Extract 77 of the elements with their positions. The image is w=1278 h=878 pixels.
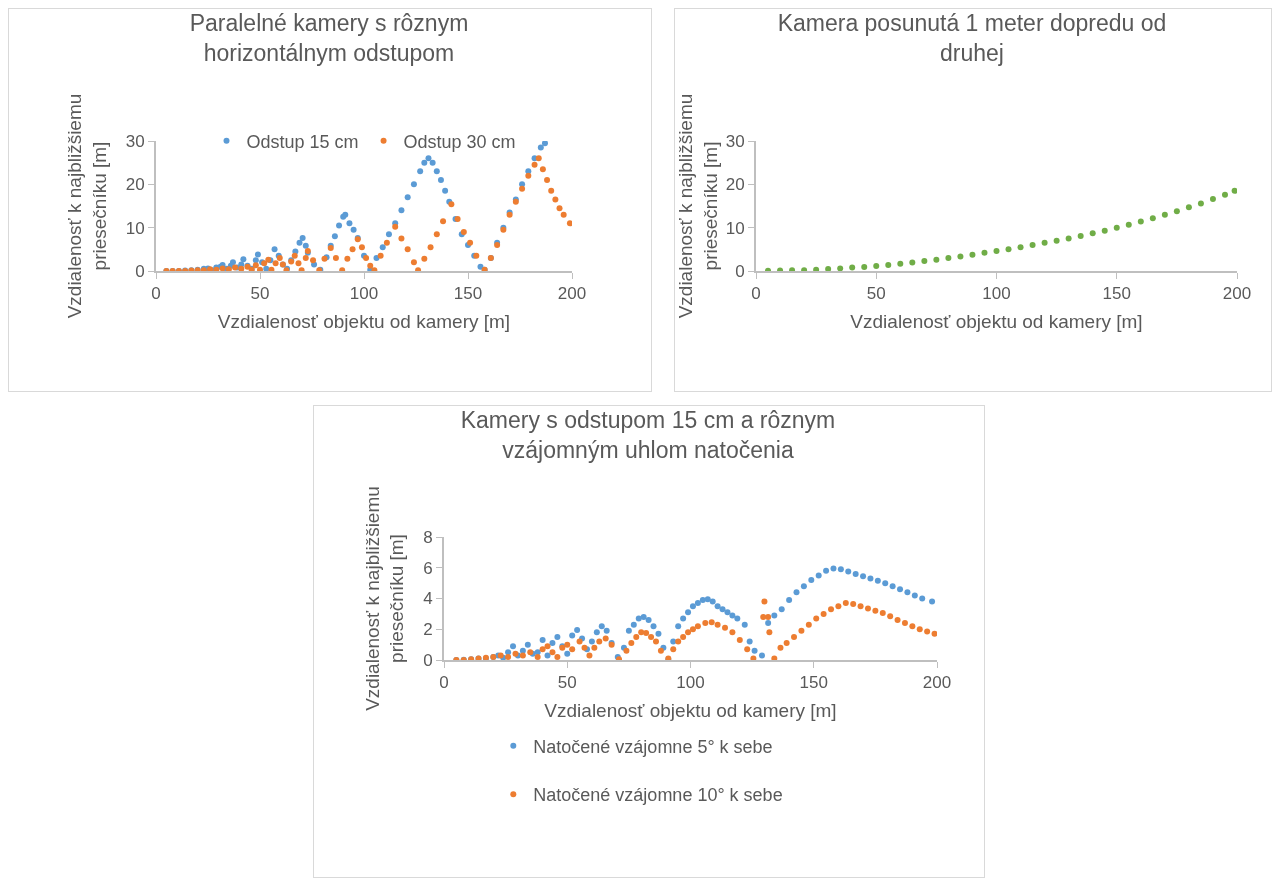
y-tick-label: 8 [423, 527, 433, 547]
point [837, 265, 844, 271]
y-tick-label: 0 [135, 261, 145, 281]
x-tick-label: 200 [1222, 284, 1252, 304]
x-tick-label: 50 [866, 284, 886, 304]
point [933, 256, 940, 263]
point [909, 259, 916, 266]
x-axis-title: Vzdialenosť objektu od kamery [m] [217, 310, 511, 332]
y-tick-label: 20 [725, 175, 745, 195]
point [1113, 224, 1120, 231]
point [885, 261, 892, 268]
point [1209, 196, 1216, 203]
y-axis-title: Vzdialenosť k najbližšiemu priesečníku [m] [675, 93, 721, 319]
x-tick-label: 150 [799, 673, 828, 693]
point [897, 260, 904, 267]
y-tick-label: 10 [125, 218, 145, 238]
point [993, 248, 1000, 255]
point [1065, 235, 1072, 242]
y-tick-label: 30 [125, 131, 145, 151]
point [1173, 208, 1180, 215]
y-tick-label: 2 [423, 620, 433, 640]
x-tick-label: 50 [557, 673, 577, 693]
point [825, 266, 832, 271]
legend-label: Natočené vzájomne 5° k sebe [533, 736, 773, 757]
point [1221, 191, 1228, 198]
chart-title: Paralelné kamery s rôznym horizontálnym odstupom [189, 9, 469, 66]
point [813, 266, 820, 271]
x-tick-label: 0 [439, 673, 449, 693]
y-tick-label: 30 [725, 131, 745, 151]
y-tick-label: 0 [423, 650, 433, 670]
point [1077, 232, 1084, 239]
x-tick-label: 50 [250, 284, 270, 304]
x-tick-label: 100 [982, 284, 1011, 304]
point [1053, 237, 1060, 244]
point [921, 258, 928, 265]
point [1197, 200, 1204, 207]
legend-label: Odstup 30 cm [403, 131, 516, 152]
point [873, 263, 880, 270]
point [1161, 211, 1168, 218]
y-axis-title: Vzdialenosť k najbližšiemu priesečníku [m] [64, 93, 111, 319]
point [1101, 227, 1108, 234]
chart-title: Kamery s odstupom 15 cm a rôznym vzájomným uhlom natočenia [460, 406, 836, 463]
point [1185, 204, 1192, 211]
point [945, 255, 952, 261]
y-tick-label: 6 [423, 558, 433, 578]
x-tick-label: 100 [349, 284, 379, 304]
x-tick-label: 200 [922, 673, 952, 693]
legend-label: Natočené vzájomne 10° k sebe [533, 785, 783, 806]
x-tick-label: 0 [151, 284, 161, 304]
x-tick-label: 0 [751, 284, 761, 304]
point [1041, 239, 1048, 246]
point [957, 253, 964, 260]
chart-title: Kamera posunutá 1 meter dopredu od druhej [777, 9, 1167, 66]
y-tick-label: 20 [125, 175, 145, 195]
x-tick-label: 200 [557, 284, 587, 304]
y-tick-label: 0 [735, 261, 745, 281]
y-axis-title: Vzdialenosť k najbližšiemu priesečníku [m] [361, 486, 408, 711]
point [1231, 187, 1237, 194]
point [981, 249, 988, 256]
point [1029, 242, 1036, 248]
x-tick-label: 150 [453, 284, 483, 304]
point [849, 264, 856, 271]
point [1137, 218, 1144, 225]
point [861, 263, 868, 270]
point [1149, 215, 1156, 222]
point [1089, 230, 1096, 237]
point [1005, 246, 1012, 253]
x-axis-title: Vzdialenosť objektu od kamery [m] [544, 699, 837, 721]
x-tick-label: 150 [1102, 284, 1131, 304]
x-tick-label: 100 [676, 673, 705, 693]
point [969, 251, 976, 258]
y-tick-label: 10 [725, 218, 745, 238]
x-axis-title: Vzdialenosť objektu od kamery [m] [850, 310, 1143, 332]
y-tick-label: 4 [423, 589, 433, 609]
point [1125, 221, 1132, 228]
legend-label: Odstup 15 cm [246, 131, 359, 152]
point [1017, 244, 1024, 251]
